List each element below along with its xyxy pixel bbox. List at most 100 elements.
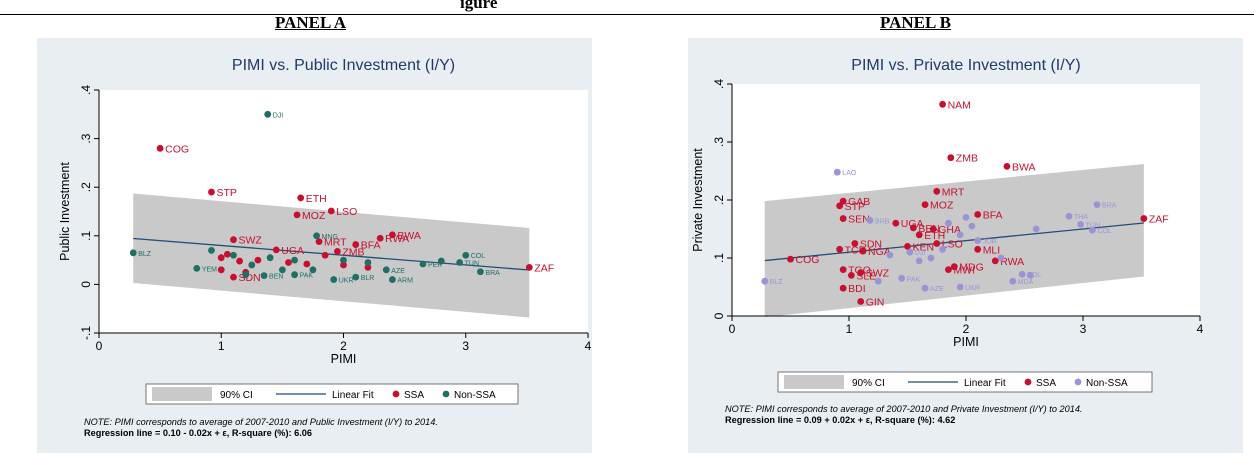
nonssa-point [1065,212,1073,220]
nonssa-point [264,110,272,118]
y-tick-label: .3 [79,133,93,143]
ssa-point [933,240,941,247]
point-label: TCD [845,244,867,256]
ssa-point [839,266,847,273]
ssa-point [921,201,929,209]
ssa-point [909,224,917,232]
nonssa-point [437,257,445,265]
point-label: TUN [1086,222,1100,229]
nonssa-point [129,249,137,257]
point-label: BRA [485,270,500,277]
ssa-point [315,238,323,246]
legend-ssa-swatch [392,390,400,398]
nonssa-point [906,248,914,256]
point-label: THA [1074,214,1088,221]
nonssa-point [761,277,769,285]
point-label: SLE [856,270,876,282]
panel-a-note-line1: NOTE: PIMI corresponds to average of 200… [84,417,438,427]
point-label: STP [845,201,865,213]
nonssa-point [389,276,396,283]
ssa-point [950,263,958,271]
x-axis-label: PIMI [331,352,357,366]
x-tick-label: 0 [96,339,103,353]
x-tick-label: 3 [1080,322,1087,336]
ssa-point [839,197,847,205]
legend-nonssa-label: Non-SSA [454,390,496,401]
x-tick-label: 4 [1197,322,1204,336]
nonssa-point [242,271,250,279]
point-label: COL [1097,228,1112,235]
y-tick-label: .1 [712,253,726,263]
legend-nonssa-label: Non-SSA [1086,378,1128,389]
nonssa-point [291,256,298,264]
y-tick-label: 0 [79,281,93,288]
nonssa-point [382,266,390,274]
ssa-point [974,211,982,218]
nonssa-point [248,261,256,269]
ssa-point [787,255,794,263]
ssa-point [208,188,215,196]
point-label: ZAF [534,262,554,274]
nonssa-point [340,256,347,264]
ssa-point [929,225,937,233]
ssa-point [859,247,867,255]
nonssa-point [477,268,484,276]
chart-title: PIMI vs. Public Investment (I/Y) [232,57,455,74]
nonssa-point [1093,201,1101,209]
point-label: BFA [361,240,381,252]
ssa-point [857,298,865,305]
ssa-point [223,250,231,258]
point-label: RWA [1000,256,1024,268]
x-tick-label: 3 [462,339,469,353]
point-label: COL [471,253,486,260]
x-tick-label: 1 [846,322,853,336]
y-axis-label: Public Investment [58,162,72,261]
panel-b-regression-line: Regression line = 0.09 + 0.02x + ε, R-sq… [725,414,956,425]
nonssa-point [266,254,274,262]
ssa-point [230,273,237,281]
y-tick-label: -.1 [79,326,93,340]
ci-band [133,193,530,318]
point-label: MOZ [930,200,954,212]
point-label: GIN [866,297,885,309]
legend-nonssa-swatch [442,390,450,398]
ssa-point [836,202,844,210]
ssa-point [525,263,533,271]
panel-b: PIMI vs. Private Investment (I/Y) NAM ZMB B… [688,38,1243,453]
ssa-point [340,261,347,269]
y-tick-label: .4 [712,79,726,89]
nonssa-point [886,251,894,259]
point-label: UKR [965,285,980,292]
x-tick-label: 1 [218,339,225,353]
point-label: LSO [336,206,357,218]
point-label: BFA [983,210,1003,222]
point-label: BOL [1027,272,1041,279]
figure-title-clipped: igure [460,0,498,12]
nonssa-point [968,222,976,230]
nonssa-point [230,251,237,259]
legend-ci-label: 90% CI [852,378,885,389]
ssa-point [933,187,941,195]
ssa-point [892,219,900,227]
y-tick-label: .2 [712,195,726,205]
panel-b-note-line1: NOTE: PIMI corresponds to average of 200… [725,404,1083,414]
nonssa-point [1018,270,1026,278]
point-label: AZE [930,286,944,293]
y-tick-label: .3 [712,137,726,147]
panel-a-regression-line: Regression line = 0.10 - 0.02x + ε, R-sq… [84,427,313,438]
ssa-point [236,257,243,265]
point-label: BDI [848,283,866,295]
point-label: NAM [948,99,971,111]
point-label: SWZ [866,268,890,280]
header-rule [0,14,1254,15]
point-label: SWZ [238,235,262,247]
nonssa-point [1088,226,1096,234]
nonssa-point [866,216,874,224]
legend-ssa-swatch [1024,378,1032,386]
nonssa-point [956,283,964,291]
point-label: NGA [868,246,891,258]
ssa-point [839,284,847,292]
nonssa-point [1032,225,1040,233]
nonssa-point [1026,272,1034,279]
ssa-point [904,243,911,250]
